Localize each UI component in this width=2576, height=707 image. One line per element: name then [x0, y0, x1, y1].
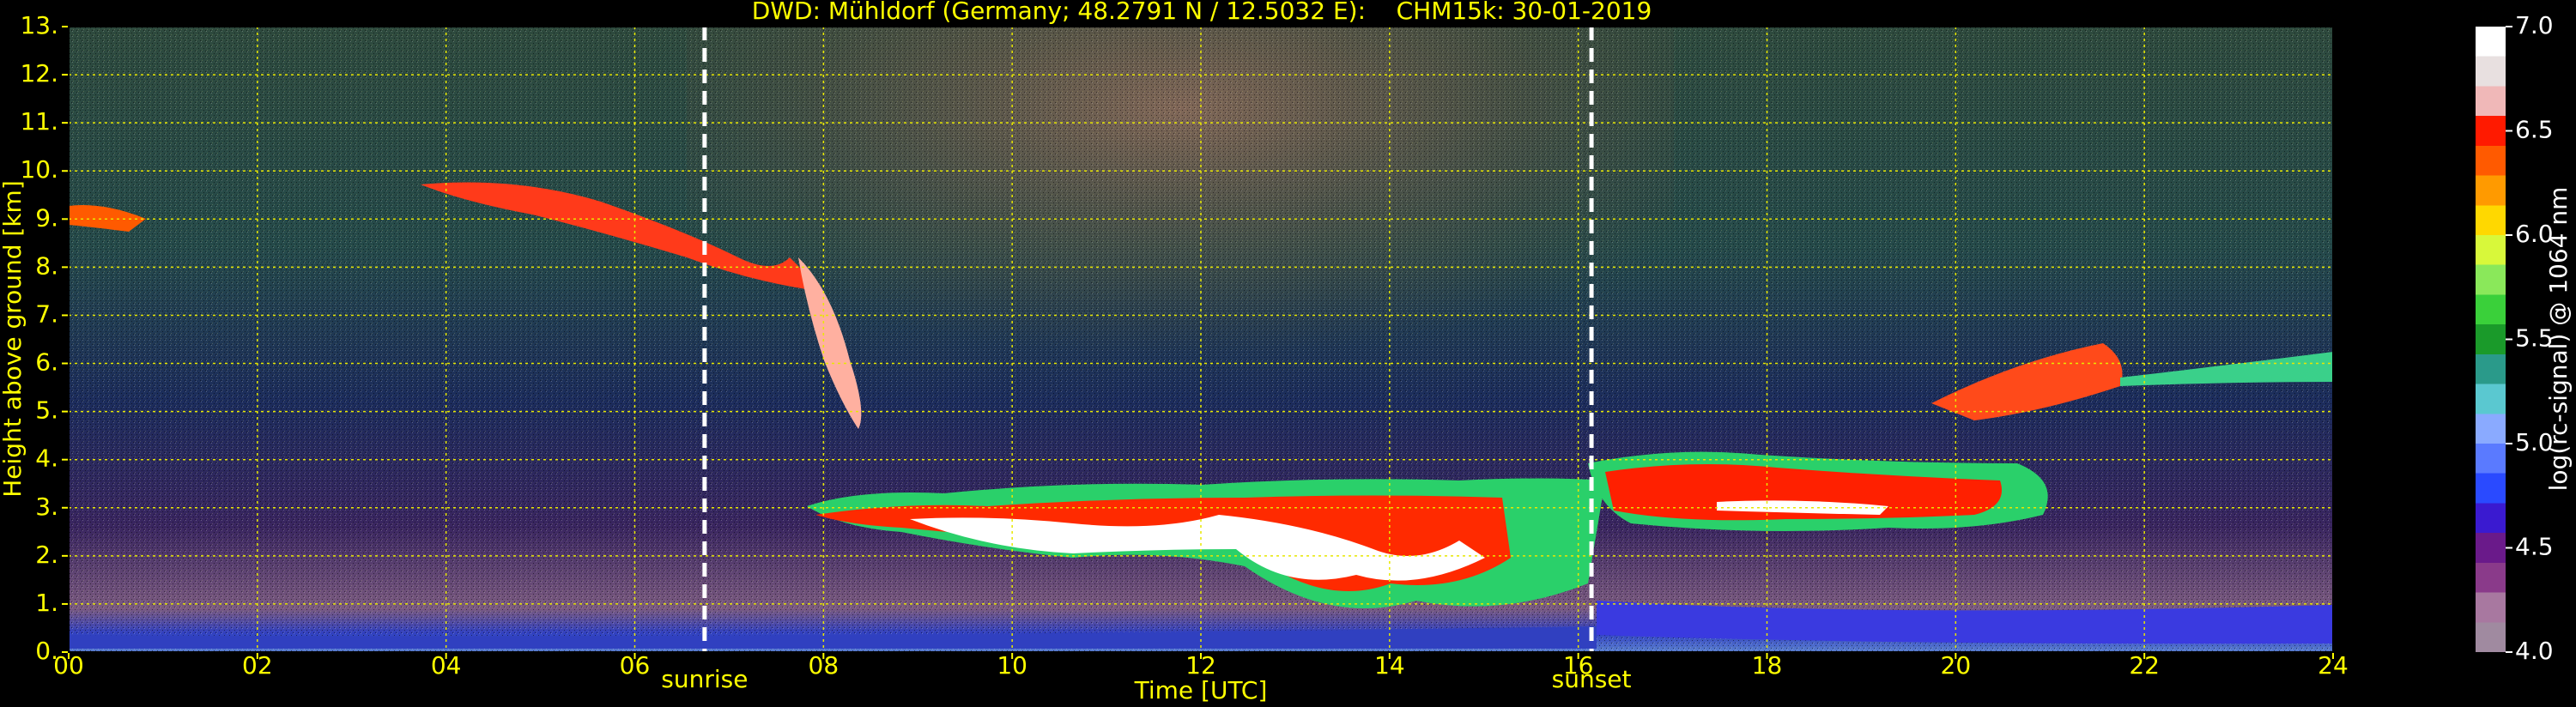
cloud-layers: [69, 182, 2333, 649]
x-tick-label: 08: [809, 651, 839, 680]
colorbar-tick-label: 6.0: [2515, 220, 2554, 248]
x-tick-label: 20: [1941, 651, 1972, 680]
chart-title: DWD: Mühldorf (Germany; 48.2791 N / 12.5…: [752, 0, 1652, 25]
y-tick-label: 13.: [20, 11, 58, 39]
x-tick-label: 16: [1563, 651, 1594, 680]
y-tick-label: 10.: [20, 155, 58, 184]
cloud: [69, 626, 1597, 649]
x-tick-label: 12: [1185, 651, 1216, 680]
cloud: [1597, 601, 2333, 644]
cloud: [421, 182, 824, 292]
y-tick-label: 4.: [35, 444, 58, 473]
y-tick-label: 11.: [20, 107, 58, 136]
cloud: [910, 515, 1485, 581]
y-tick-label: 8.: [35, 251, 58, 280]
colorbar: [2476, 27, 2506, 652]
colorbar-tick-label: 5.0: [2515, 428, 2554, 456]
colorbar-tick-label: 5.5: [2515, 324, 2554, 353]
y-tick-label: 2.: [35, 541, 58, 569]
y-tick-label: 0.: [35, 637, 58, 665]
x-tick-label: 22: [2129, 651, 2160, 680]
cloud: [2120, 352, 2333, 386]
x-tick-label: 18: [1752, 651, 1783, 680]
annotation-label: sunrise: [661, 665, 748, 693]
cloud: [798, 257, 862, 429]
colorbar-label: log(rc-signal) @ 1064 nm: [2544, 187, 2573, 492]
y-tick-label: 9.: [35, 203, 58, 232]
plot-frame: [68, 26, 2334, 653]
annotation-label: sunset: [1552, 665, 1632, 693]
cloud: [69, 205, 146, 232]
x-tick-label: 24: [2318, 651, 2349, 680]
x-tick-label: 00: [53, 651, 84, 680]
x-tick-label: 06: [620, 651, 651, 680]
y-tick-label: 12.: [20, 59, 58, 88]
colorbar-tick-label: 4.0: [2515, 637, 2554, 665]
x-tick-label: 14: [1374, 651, 1405, 680]
y-tick-label: 7.: [35, 299, 58, 328]
y-axis-label: Height above ground [km]: [0, 180, 27, 498]
y-tick-label: 6.: [35, 348, 58, 377]
cloud: [1931, 343, 2123, 420]
colorbar-tick-label: 6.5: [2515, 116, 2554, 144]
x-tick-label: 10: [997, 651, 1027, 680]
y-tick-label: 5.: [35, 396, 58, 425]
cloud: [1605, 464, 2002, 521]
y-tick-label: 1.: [35, 589, 58, 617]
colorbar-tick-label: 4.5: [2515, 533, 2554, 561]
y-tick-label: 3.: [35, 492, 58, 521]
colorbar-tick-label: 7.0: [2515, 11, 2554, 39]
x-axis-label: Time [UTC]: [1134, 676, 1268, 704]
x-tick-label: 02: [242, 651, 273, 680]
cloud: [1717, 500, 1888, 515]
x-tick-label: 04: [431, 651, 462, 680]
